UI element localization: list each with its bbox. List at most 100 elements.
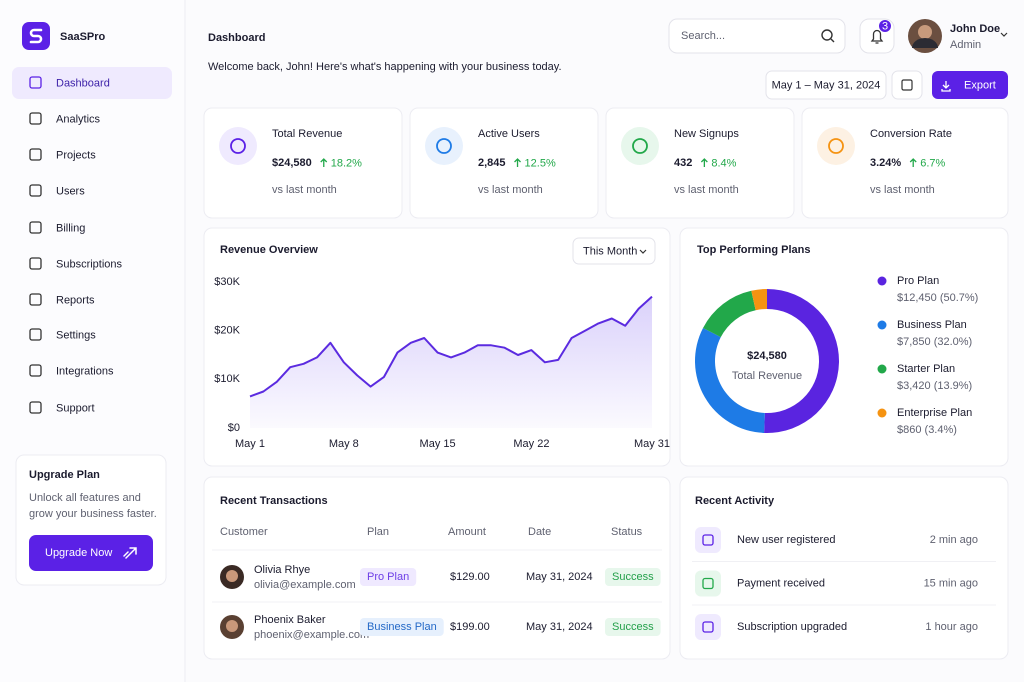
nav-item[interactable]: Billing xyxy=(29,221,85,234)
nav-item[interactable]: Support xyxy=(29,401,95,414)
legend-swatch xyxy=(877,408,887,418)
search-icon xyxy=(821,29,833,41)
kpi-change: 6.7% xyxy=(920,157,945,169)
revenue-title: Revenue Overview xyxy=(220,244,318,256)
donut-chart: Pro Plan $12,450 (50.7%) Business Plan $7,8… xyxy=(694,275,978,436)
nav-item[interactable]: Reports xyxy=(29,293,95,306)
activity-item: Subscription upgraded 1 hour ago xyxy=(695,614,978,640)
column-header: Status xyxy=(611,526,643,538)
calendar-box[interactable] xyxy=(891,70,923,100)
nav-icon xyxy=(29,148,42,161)
search-box[interactable] xyxy=(668,18,846,54)
line-chart: $0 $10K $20K $30K May 1 May 8 May 15 May 22 May … xyxy=(214,276,670,450)
column-header: Amount xyxy=(448,526,486,538)
trend-arrow xyxy=(320,158,328,167)
badge xyxy=(879,20,891,32)
avatar-face xyxy=(918,25,932,39)
upgrade-button-label[interactable]: Upgrade Now xyxy=(45,547,112,559)
nav-item[interactable]: Users xyxy=(29,184,85,197)
kpi-value: 2,845 xyxy=(478,157,506,169)
user-role[interactable]: Admin xyxy=(950,39,981,51)
date-range[interactable]: May 1 – May 31, 2024 xyxy=(765,70,887,100)
donut-segment xyxy=(694,327,765,433)
donut-segment xyxy=(703,290,756,338)
search[interactable]: Search... xyxy=(668,18,846,54)
donut-center-label: Total Revenue xyxy=(732,370,802,382)
y-tick-label: $30K xyxy=(214,276,240,288)
search-icon xyxy=(830,38,835,43)
activity-list: New user registered 2 min ago Payment rece… xyxy=(692,527,996,640)
user-menu[interactable]: John Doe Admin xyxy=(908,19,1008,53)
kpi-row: Total Revenue$24,580 18.2%vs last monthAc… xyxy=(203,107,1009,219)
date-range-box[interactable] xyxy=(765,70,887,100)
nav-icon xyxy=(29,257,42,270)
nav-label[interactable]: Analytics xyxy=(56,113,101,125)
nav-item[interactable]: Subscriptions xyxy=(29,257,123,270)
nav-icon xyxy=(29,112,42,125)
nav-item[interactable]: Dashboard xyxy=(29,76,110,89)
export-bg[interactable] xyxy=(932,71,1008,99)
upgrade-text: Unlock all features and xyxy=(29,492,141,504)
activity-card xyxy=(679,476,1009,660)
nav-item[interactable]: Projects xyxy=(29,148,96,161)
page-subtitle: Welcome back, John! Here's what's happen… xyxy=(208,61,562,73)
plan-badge: Pro Plan xyxy=(367,571,409,583)
nav-label[interactable]: Dashboard xyxy=(56,77,110,89)
activity-text: New user registered xyxy=(737,534,835,546)
nav-label[interactable]: Subscriptions xyxy=(56,258,123,270)
calendar-button[interactable] xyxy=(891,70,923,100)
nav-item[interactable]: Integrations xyxy=(29,364,114,377)
export-label[interactable]: Export xyxy=(964,79,996,91)
kpi-icon xyxy=(828,138,844,154)
kpi-value: 3.24% xyxy=(870,157,901,169)
nav-icon xyxy=(29,184,42,197)
plans-title: Top Performing Plans xyxy=(697,244,810,256)
kpi-value: 432 xyxy=(674,157,692,169)
kpi-label: New Signups xyxy=(674,128,739,140)
upgrade-button[interactable]: Upgrade Now xyxy=(29,535,153,571)
revenue-area xyxy=(250,296,652,428)
nav-label[interactable]: Users xyxy=(56,185,85,197)
calendar-icon xyxy=(901,79,913,91)
kpi-card: New Signups 432 8.4% vs last month xyxy=(605,107,795,219)
search-placeholder[interactable]: Search... xyxy=(681,30,725,42)
y-tick-label: $0 xyxy=(228,422,240,434)
nav-label[interactable]: Integrations xyxy=(56,365,114,377)
activity-icon xyxy=(702,621,714,633)
export-icon xyxy=(941,81,951,92)
status-badge: Success xyxy=(612,621,654,633)
chevron xyxy=(1000,32,1008,37)
activity-text: Subscription upgraded xyxy=(737,621,847,633)
legend-value: $860 (3.4%) xyxy=(897,424,957,436)
notifications[interactable]: 3 xyxy=(859,18,895,54)
date-range-label[interactable]: May 1 – May 31, 2024 xyxy=(772,79,881,91)
nav-label[interactable]: Support xyxy=(56,402,95,414)
nav-label[interactable]: Reports xyxy=(56,294,95,306)
customer-name: Olivia Rhye xyxy=(254,564,310,576)
activity-time: 1 hour ago xyxy=(925,621,978,633)
x-tick-label: May 15 xyxy=(420,438,456,450)
nav-label[interactable]: Settings xyxy=(56,329,96,341)
period-filter[interactable]: This Month xyxy=(572,237,656,265)
customer-avatar-face xyxy=(226,620,238,632)
logo-glyph xyxy=(29,28,43,44)
user-name[interactable]: John Doe xyxy=(950,23,1000,35)
nav-item[interactable]: Settings xyxy=(29,328,96,341)
kpi-icon-bg xyxy=(817,127,855,165)
upgrade-button-bg[interactable] xyxy=(29,535,153,571)
period-filter-label[interactable]: This Month xyxy=(583,245,637,257)
column-header: Date xyxy=(528,526,551,538)
nav-item[interactable]: Analytics xyxy=(29,112,101,125)
export-button[interactable]: Export xyxy=(932,71,1008,99)
activity-icon-bg xyxy=(695,614,721,640)
nav-label[interactable]: Projects xyxy=(56,149,96,161)
period-filter-box[interactable] xyxy=(572,237,656,265)
activity-time: 15 min ago xyxy=(924,577,978,589)
kpi-card: Conversion Rate 3.24% 6.7% vs last month xyxy=(801,107,1009,219)
transactions-title: Recent Transactions xyxy=(220,495,328,507)
kpi-note: vs last month xyxy=(870,184,935,196)
transaction-row: Phoenix Baker phoenix@example.comBusiness… xyxy=(220,614,661,641)
x-tick-label: May 31 xyxy=(634,438,670,450)
kpi-icon-bg xyxy=(621,127,659,165)
nav-label[interactable]: Billing xyxy=(56,222,85,234)
